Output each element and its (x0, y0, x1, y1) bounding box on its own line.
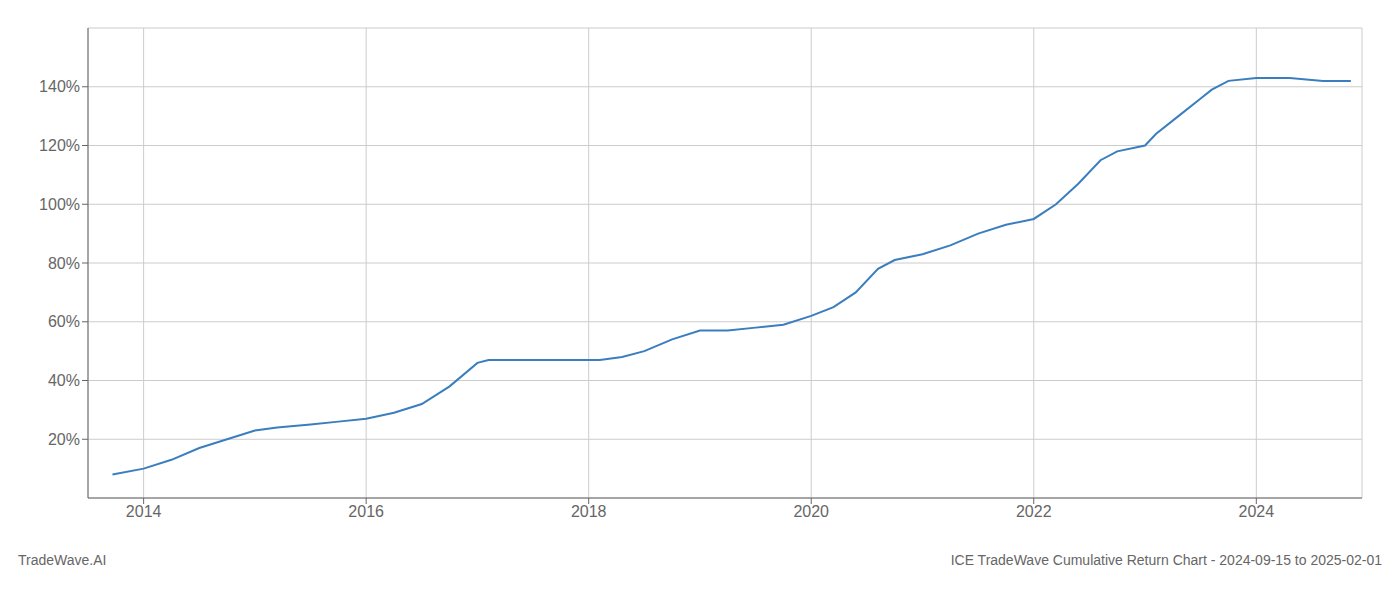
svg-text:120%: 120% (39, 137, 80, 154)
svg-text:2018: 2018 (571, 503, 607, 520)
svg-text:100%: 100% (39, 196, 80, 213)
svg-text:2016: 2016 (348, 503, 384, 520)
html-text:TradeWave.AI: TradeWave.AI (18, 552, 107, 568)
html-text:ICE TradeWave Cumulative Retur: ICE TradeWave Cumulative Return Chart - … (950, 552, 1382, 568)
svg-text:20%: 20% (48, 431, 80, 448)
svg-text:2014: 2014 (126, 503, 162, 520)
svg-text:2024: 2024 (1239, 503, 1275, 520)
svg-text:2020: 2020 (793, 503, 829, 520)
svg-text:140%: 140% (39, 78, 80, 95)
svg-text:80%: 80% (48, 255, 80, 272)
svg-text:60%: 60% (48, 313, 80, 330)
svg-text:2022: 2022 (1016, 503, 1052, 520)
svg-text:40%: 40% (48, 372, 80, 389)
